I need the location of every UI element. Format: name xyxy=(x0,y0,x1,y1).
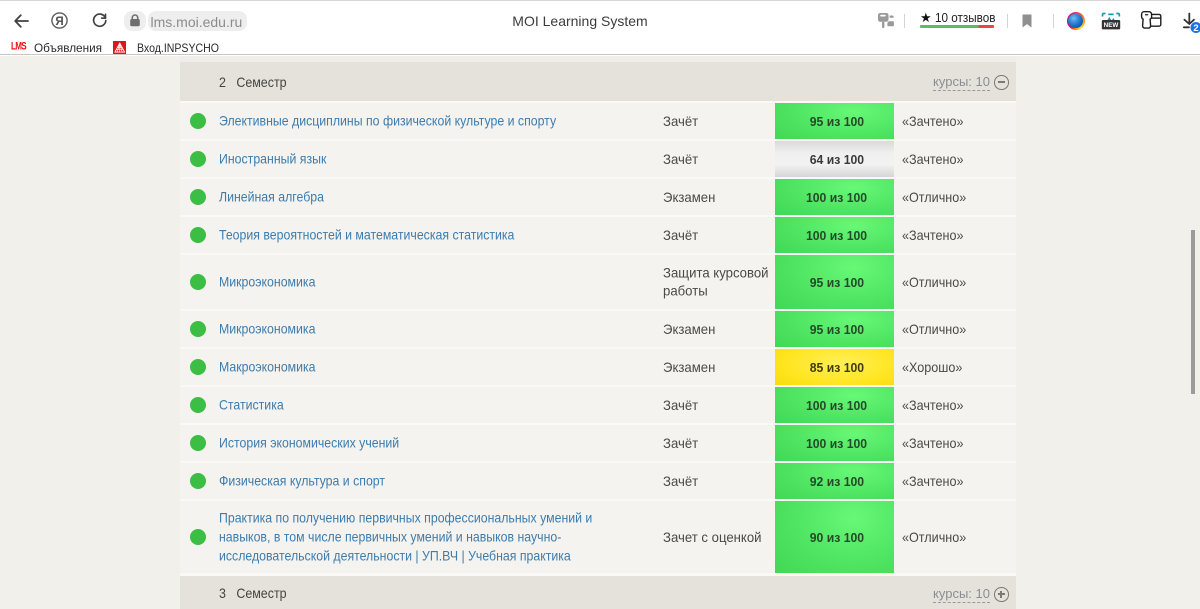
svg-text:2: 2 xyxy=(1193,23,1198,34)
svg-text:Я: Я xyxy=(55,16,63,28)
svg-text:NEW: NEW xyxy=(1104,21,1119,28)
